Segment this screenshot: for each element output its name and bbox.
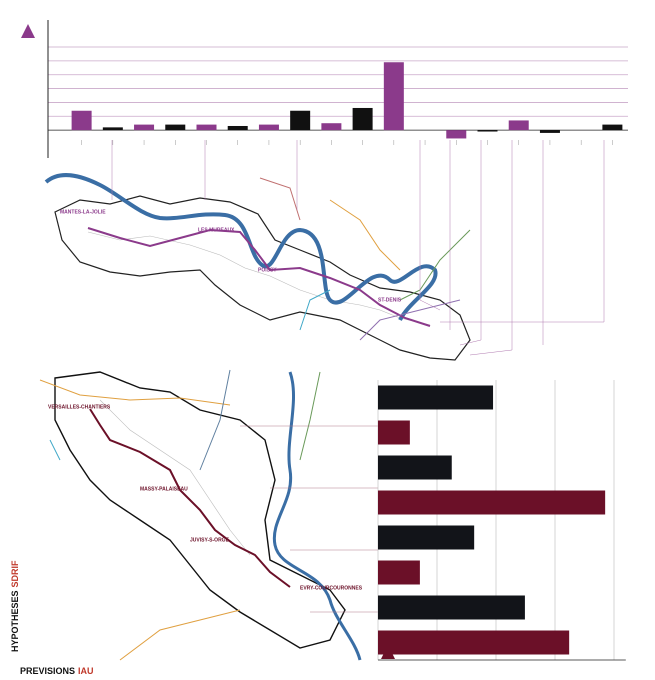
footer-previsions: PREVISIONS: [20, 666, 75, 676]
bar: [378, 630, 570, 655]
bar: [71, 110, 92, 131]
bottom-map: [39, 369, 362, 661]
bar: [258, 124, 279, 131]
footer-text: HYPOTHESES SDRIF: [10, 560, 20, 652]
bar: [602, 124, 623, 131]
map-label: MASSY-PALAISEAU: [140, 486, 188, 492]
map-label: POISSY: [258, 267, 277, 273]
bar: [378, 385, 494, 410]
map-label: LES MUREAUX: [198, 227, 235, 233]
footer-hypotheses: HYPOTHESES: [10, 590, 20, 652]
bar: [378, 455, 452, 480]
bar: [378, 560, 420, 585]
bar: [165, 124, 186, 131]
bar: [378, 420, 410, 445]
footer-iau: IAU: [78, 666, 94, 676]
leader-lines: [240, 425, 378, 613]
top-map: [44, 173, 471, 361]
map-label: MANTES-LA-JOLIE: [60, 209, 106, 215]
map-label: JUVISY-S-ORGE: [190, 537, 230, 543]
bar: [378, 525, 475, 550]
bar: [321, 123, 342, 131]
bar: [383, 62, 404, 131]
footer-text: PREVISIONS IAU: [20, 666, 94, 676]
bar: [539, 130, 560, 133]
bar: [102, 127, 123, 131]
bar: [196, 124, 217, 131]
bar: [290, 110, 311, 131]
bar: [378, 490, 606, 515]
leader-lines: [111, 140, 605, 356]
bar: [134, 124, 155, 131]
footer-sdrif: SDRIF: [10, 560, 20, 588]
bar: [227, 125, 248, 131]
bar: [378, 595, 525, 620]
bar: [352, 107, 373, 131]
map-label: VERSAILLES-CHANTIERS: [48, 404, 111, 410]
bar: [446, 130, 467, 139]
map-label: EVRY-COURCOURONNES: [300, 585, 363, 591]
bar: [508, 120, 529, 131]
map-label: ST-DENIS: [378, 297, 402, 303]
bar: [477, 130, 498, 132]
